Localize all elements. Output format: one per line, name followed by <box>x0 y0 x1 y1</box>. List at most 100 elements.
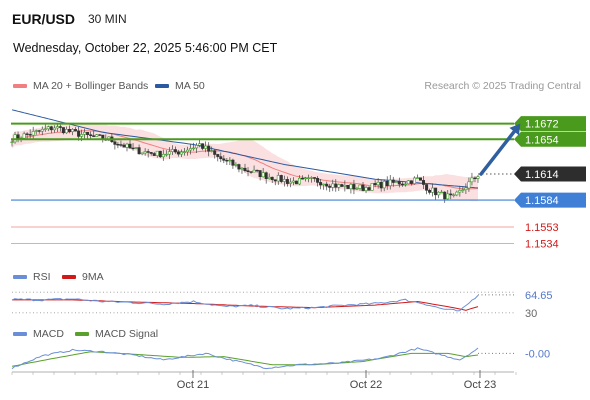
candle-body <box>98 134 102 136</box>
candle <box>328 183 332 192</box>
candle-body <box>270 176 274 180</box>
candle <box>28 129 32 139</box>
candle-body <box>300 178 304 180</box>
candle <box>361 182 365 192</box>
level-label: 1.1654 <box>525 134 559 146</box>
candle-body <box>364 187 368 191</box>
level-tag <box>514 131 586 147</box>
candle <box>92 131 96 137</box>
legend-rsi-swatch <box>13 275 27 279</box>
candle-body <box>246 170 250 172</box>
candle <box>158 150 162 159</box>
macd-tick-label: -0.00 <box>525 348 550 360</box>
candle-body <box>288 181 292 184</box>
candle <box>310 176 314 183</box>
candle <box>164 150 168 157</box>
legend-bollinger: MA 20 + Bollinger Bands <box>13 80 148 92</box>
candle <box>264 171 268 184</box>
rsi-tick-label: 64.65 <box>525 290 553 302</box>
level-tag <box>514 166 586 182</box>
candle <box>65 126 69 134</box>
candle-body <box>128 143 132 149</box>
candle-body <box>149 152 153 154</box>
candle <box>125 142 129 152</box>
level-tag <box>514 116 586 132</box>
candle <box>412 176 416 185</box>
candle <box>349 183 353 194</box>
candle <box>267 173 271 180</box>
candle <box>74 127 78 132</box>
candle <box>186 146 190 156</box>
x-axis: Oct 21 Oct 22 Oct 23 <box>11 370 517 391</box>
candle-body <box>409 180 413 184</box>
candle <box>297 175 301 186</box>
candle <box>446 190 450 201</box>
candle-body <box>77 130 81 137</box>
candle <box>119 140 123 148</box>
candle-body <box>143 151 147 154</box>
candle-body <box>192 147 196 150</box>
candle <box>122 142 126 148</box>
candle <box>68 125 72 134</box>
candle-body <box>464 187 468 190</box>
macd-panel: -0.00 <box>11 347 550 370</box>
candle-body <box>158 150 162 158</box>
candle <box>337 183 341 192</box>
legend-macd: MACD <box>13 328 64 340</box>
candle-body <box>222 158 226 161</box>
candle <box>470 172 474 186</box>
candle <box>376 178 380 189</box>
legend-bollinger-swatch <box>13 84 27 88</box>
arrow-head <box>509 123 521 136</box>
candle-body <box>258 170 262 177</box>
candle-body <box>204 145 208 149</box>
candle <box>201 143 205 151</box>
candle-body <box>252 169 256 173</box>
legend-ma50-swatch <box>155 84 169 88</box>
candle <box>10 139 14 147</box>
candle <box>473 176 477 183</box>
candle <box>249 171 253 174</box>
candle-body <box>446 193 450 200</box>
legend-macd-swatch <box>13 332 27 336</box>
candle <box>428 188 432 195</box>
candle-body <box>213 150 217 155</box>
candle <box>189 143 193 155</box>
candle-body <box>349 184 353 189</box>
candle-body <box>385 181 389 187</box>
candles <box>10 123 480 203</box>
candle-body <box>234 164 238 166</box>
candle-body <box>249 171 253 173</box>
candle <box>431 183 435 197</box>
legend-ma50: MA 50 <box>155 80 205 92</box>
candle <box>149 151 153 156</box>
rsi-panel: 64.65 30 <box>11 290 553 320</box>
candle-body <box>376 182 380 186</box>
candle-body <box>170 149 174 152</box>
candle-body <box>240 167 244 170</box>
candle <box>352 179 356 195</box>
candle <box>98 134 102 136</box>
candle <box>240 167 244 174</box>
candle <box>322 183 326 190</box>
candle <box>388 175 392 190</box>
candle <box>421 176 425 189</box>
research-credit: Research © 2025 Trading Central <box>424 80 581 92</box>
candle-body <box>443 191 447 200</box>
macd-line <box>11 347 479 370</box>
candle <box>237 163 241 173</box>
candle-body <box>470 177 474 183</box>
legend-rsi-ma-label: 9MA <box>82 271 104 283</box>
candle <box>173 146 177 154</box>
candle <box>291 177 295 186</box>
candle <box>252 165 256 173</box>
candle <box>43 123 47 132</box>
candle <box>325 181 329 191</box>
candle-body <box>61 127 65 134</box>
candle-body <box>425 184 429 191</box>
datetime-label: Wednesday, October 22, 2025 5:46:00 PM C… <box>13 41 278 55</box>
candle-body <box>343 185 347 187</box>
legend-rsi-label: RSI <box>33 271 51 283</box>
candle-body <box>80 134 84 137</box>
